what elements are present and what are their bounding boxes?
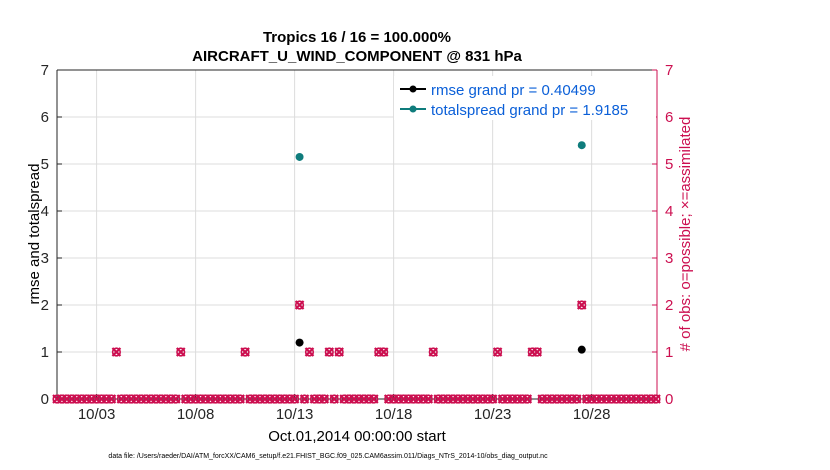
obs-assimilated-marker [428,347,439,357]
obs-possible-marker [176,347,186,357]
obs-assimilated-marker [572,394,582,404]
obs-possible-marker [369,394,379,404]
y-tick-label-right: 5 [665,156,673,173]
obs-assimilated-marker [487,394,498,404]
legend-marker-rmse [409,85,417,93]
obs-assimilated-marker [334,347,344,357]
obs-assimilated-marker [532,347,542,357]
obs-assimilated-marker [576,300,587,310]
obs-assimilated-marker [378,347,389,357]
y-tick-label-left: 7 [41,62,49,79]
y-tick-label-left: 6 [41,109,49,126]
obs-possible-marker [319,394,329,404]
obs-possible-marker [423,394,433,404]
obs-assimilated-marker [175,347,186,357]
data-marks [52,141,661,404]
chart-title-line1: Tropics 16 / 16 = 100.000% [263,29,451,46]
obs-possible-marker [572,394,582,404]
obs-possible-marker [290,394,300,404]
obs-assimilated-marker [299,394,310,404]
obs-assimilated-marker [111,347,122,357]
obs-possible-marker [651,394,661,404]
rmse-point [577,345,586,354]
obs-assimilated-marker [289,394,300,404]
data-file-footer: data file: /Users/raeder/DAI/ATM_forcXX/… [108,453,548,460]
legend-label-rmse: rmse grand pr = 0.40499 [431,82,596,99]
tick-labels: 0 0 1 1 2 2 3 3 4 4 5 5 6 6 7 7 10/03 10/08 10/13 10/18 10/2… [41,62,674,423]
y-tick-label-left: 5 [41,156,49,173]
x-tick-label: 10/13 [276,406,314,423]
y-tick-label-right: 2 [665,297,673,314]
y-tick-label-left: 2 [41,297,49,314]
obs-assimilated-marker [369,394,379,404]
legend: rmse grand pr = 0.40499 totalspread gran… [394,76,656,120]
obs-assimilated-marker [329,394,340,404]
chart-title-line2: AIRCRAFT_U_WIND_COMPONENT @ 831 hPa [192,48,522,65]
x-tick-label: 10/03 [78,406,116,423]
obs-assimilated-marker [522,394,533,404]
y-tick-label-right: 0 [665,391,673,408]
obs-possible-marker [532,347,542,357]
x-tick-label: 10/18 [375,406,413,423]
obs-assimilated-marker [294,300,305,310]
y-tick-label-right: 6 [665,109,673,126]
y-tick-label-right: 3 [665,250,673,267]
x-tick-label: 10/28 [573,406,611,423]
rmse-point [295,338,304,347]
obs-assimilated-marker [171,394,181,404]
y-tick-label-left: 3 [41,250,49,267]
obs-possible-marker [240,347,250,357]
obs-assimilated-marker [651,394,661,404]
obs-assimilated-marker [319,394,330,404]
obs-assimilated-marker [235,394,245,404]
grid-lines [57,70,657,399]
y-axis-label-left: rmse and totalspread [26,164,43,305]
obs-assimilated-marker [423,394,434,404]
obs-possible-marker [379,347,389,357]
y-tick-label-left: 0 [41,391,49,408]
obs-possible-marker [428,347,438,357]
obs-possible-marker [171,394,181,404]
totalspread-point [295,152,304,161]
legend-box [394,76,656,120]
obs-possible-marker [334,347,344,357]
obs-possible-marker [294,300,305,310]
y-tick-label-right: 7 [665,62,673,79]
obs-assimilated-marker [240,347,250,357]
obs-possible-marker [106,394,117,404]
y-tick-label-left: 1 [41,344,49,361]
y-tick-label-right: 1 [665,344,673,361]
obs-possible-marker [492,347,503,357]
y-tick-label-left: 4 [41,203,49,220]
obs-possible-marker [488,394,498,404]
obs-possible-marker [324,347,334,357]
x-axis-label: Oct.01,2014 00:00:00 start [268,428,446,445]
legend-label-totalspread: totalspread grand pr = 1.9185 [431,102,628,119]
obs-possible-marker [577,300,587,310]
obs-possible-marker [111,347,122,357]
obs-possible-marker [304,347,315,357]
obs-possible-marker [235,394,245,404]
totalspread-point [577,141,586,150]
obs-assimilated-marker [304,347,315,357]
obs-assimilated-marker [492,347,503,357]
obs-possible-marker [522,394,532,404]
obs-possible-marker [329,394,339,404]
y-axis-label-right: # of obs: o=possible; ×=assimilated [677,117,694,352]
obs-assimilated-marker [106,394,117,404]
obs-possible-marker [299,394,310,404]
legend-marker-totalspread [409,105,417,113]
y-tick-label-right: 4 [665,203,673,220]
obs-assimilated-marker [324,347,335,357]
x-tick-label: 10/08 [177,406,215,423]
x-tick-label: 10/23 [474,406,512,423]
